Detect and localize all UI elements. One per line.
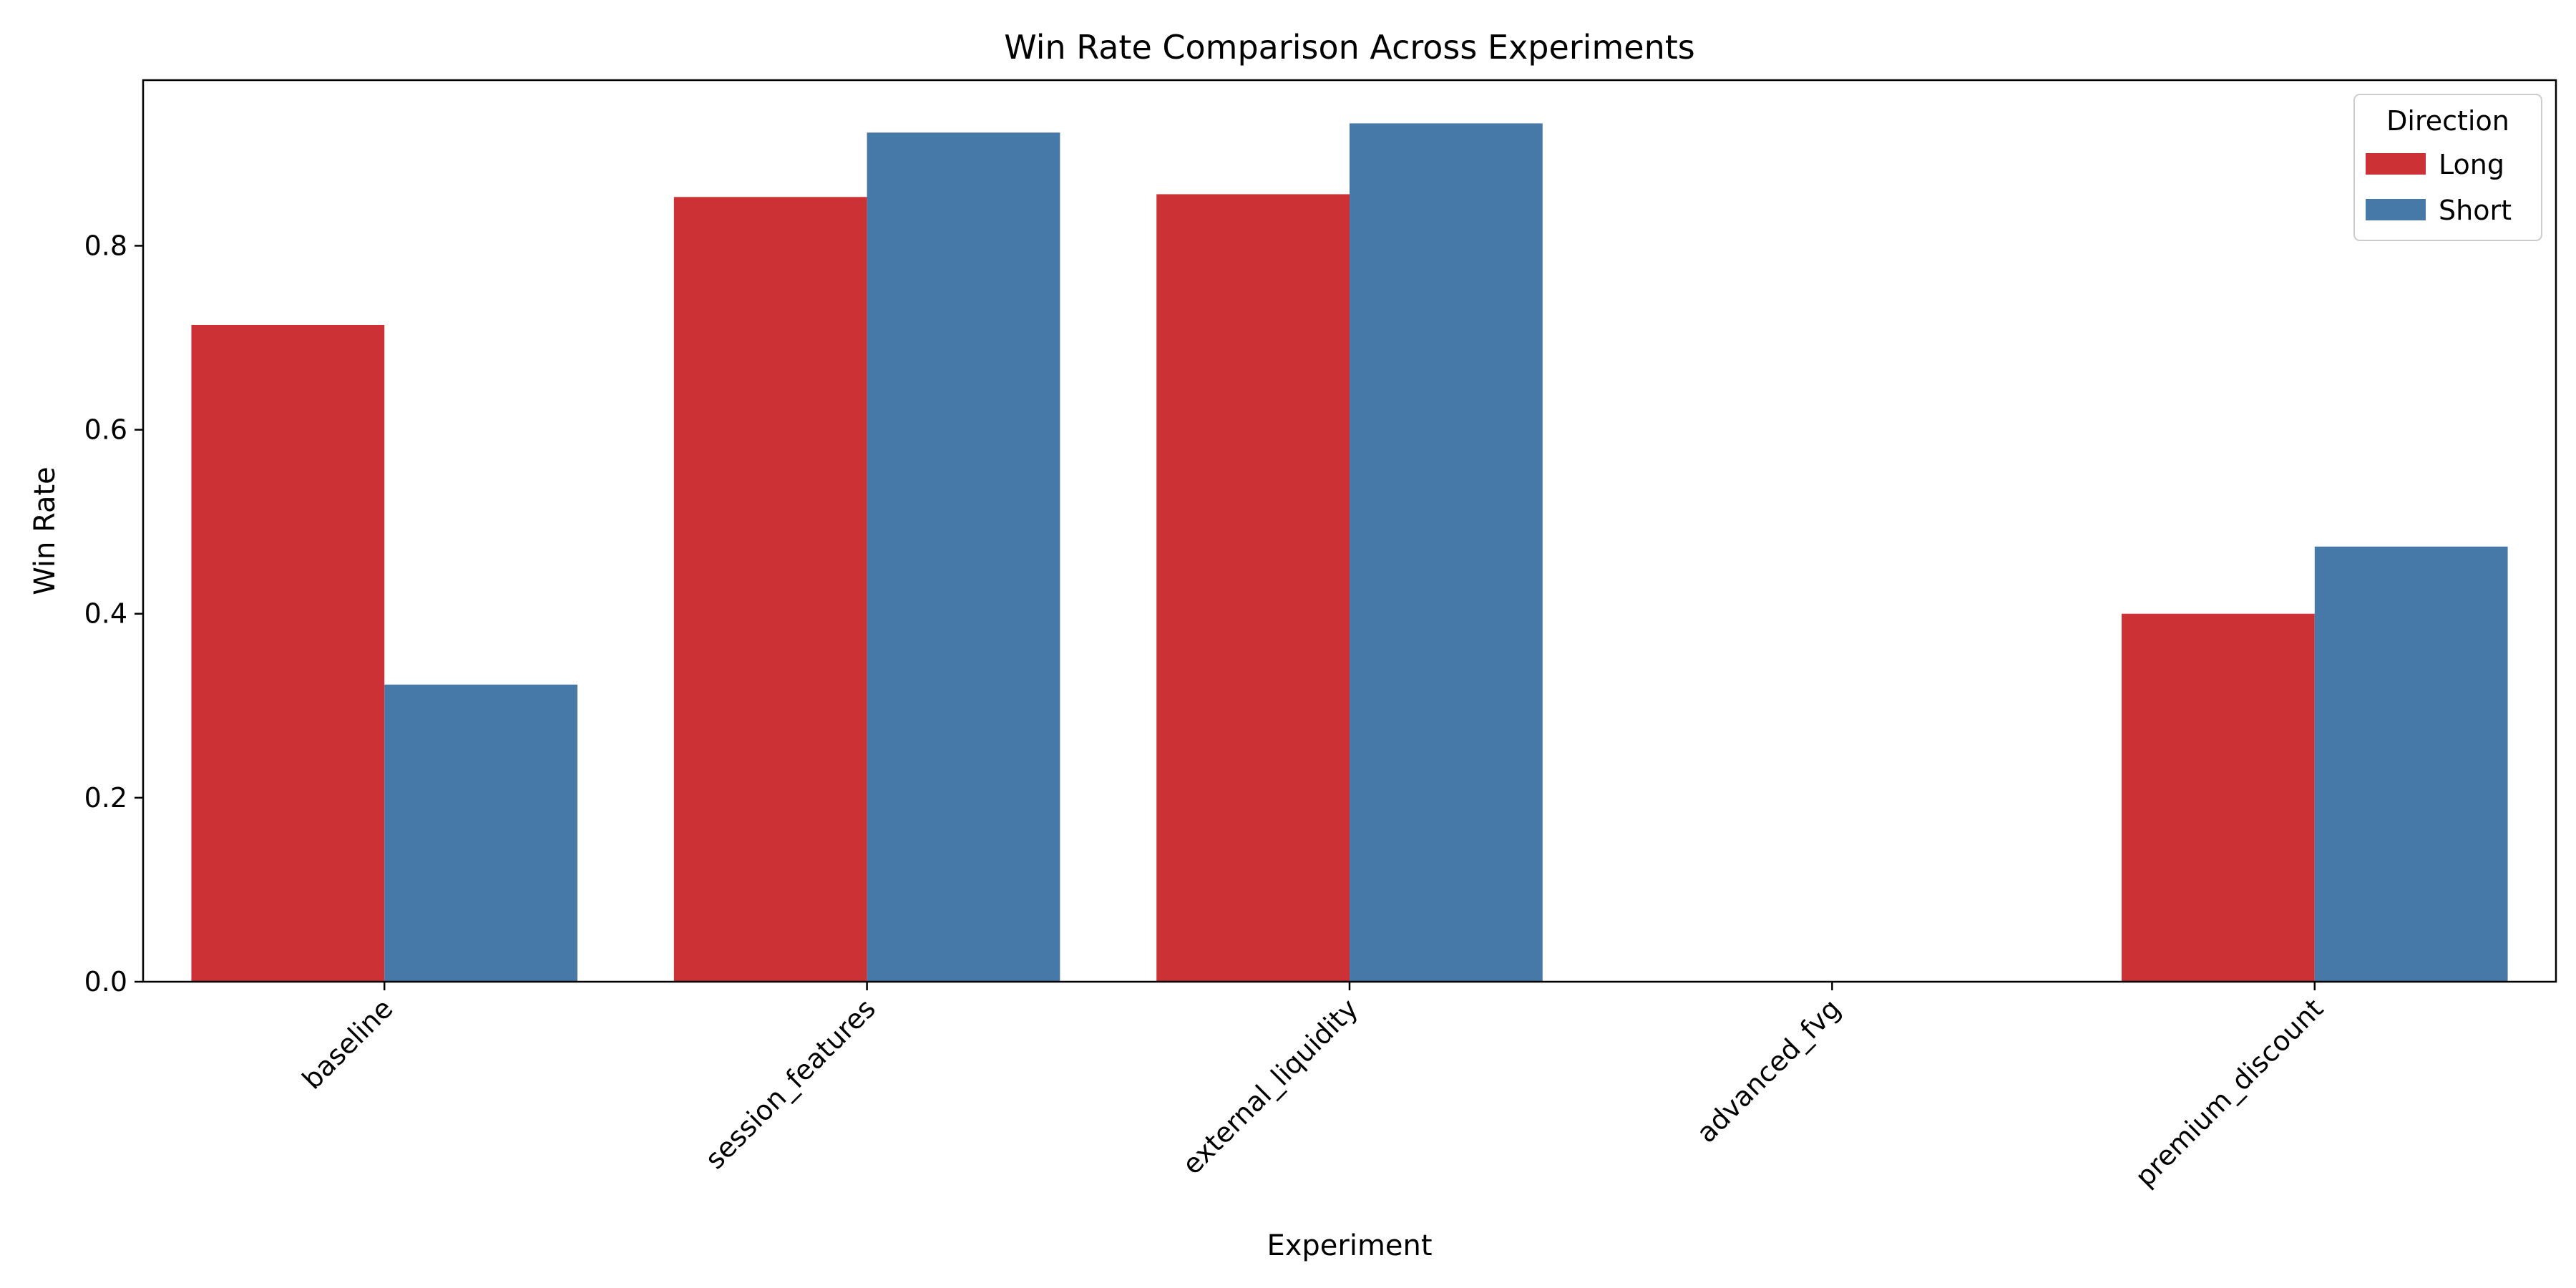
bar-short-external-liquidity (1350, 123, 1543, 982)
x-tick-label: premium_discount (2129, 992, 2329, 1193)
legend-label-long: Long (2439, 149, 2504, 180)
bar-long-baseline (191, 325, 385, 982)
bar-long-premium-discount (2122, 613, 2315, 982)
x-axis-ticks: baseline session_features external_liquidi… (296, 982, 2329, 1193)
y-axis-label: Win Rate (29, 467, 62, 595)
legend-swatch-long (2366, 153, 2426, 175)
legend: Direction Long Short (2353, 94, 2542, 241)
legend-title: Direction (2386, 105, 2509, 137)
legend-swatch-short (2366, 199, 2426, 220)
legend-items: Long Short (2366, 149, 2512, 226)
y-tick-label: 0.0 (84, 966, 127, 997)
chart-title: Win Rate Comparison Across Experiments (1004, 28, 1694, 67)
bar-short-baseline (384, 684, 577, 982)
legend-label-short: Short (2439, 195, 2512, 226)
bar-long-session-features (673, 197, 867, 982)
x-tick-label: external_liquidity (1176, 992, 1365, 1181)
x-tick-label: advanced_fvg (1691, 992, 1847, 1148)
bar-short-premium-discount (2314, 546, 2508, 982)
y-tick-label: 0.4 (84, 598, 127, 630)
bar-long-external-liquidity (1156, 194, 1350, 982)
y-tick-label: 0.6 (84, 414, 127, 446)
plot-frame (142, 79, 2557, 983)
y-tick-label: 0.2 (84, 782, 127, 814)
y-tick-label: 0.8 (84, 230, 127, 261)
x-axis-label: Experiment (1267, 1229, 1432, 1262)
x-tick-label: baseline (296, 992, 399, 1096)
y-axis-ticks: 0.0 0.2 0.4 0.6 0.8 (84, 230, 143, 997)
bars-group (191, 123, 2508, 982)
x-tick-label: session_features (699, 992, 882, 1175)
bar-short-session-features (867, 132, 1060, 982)
